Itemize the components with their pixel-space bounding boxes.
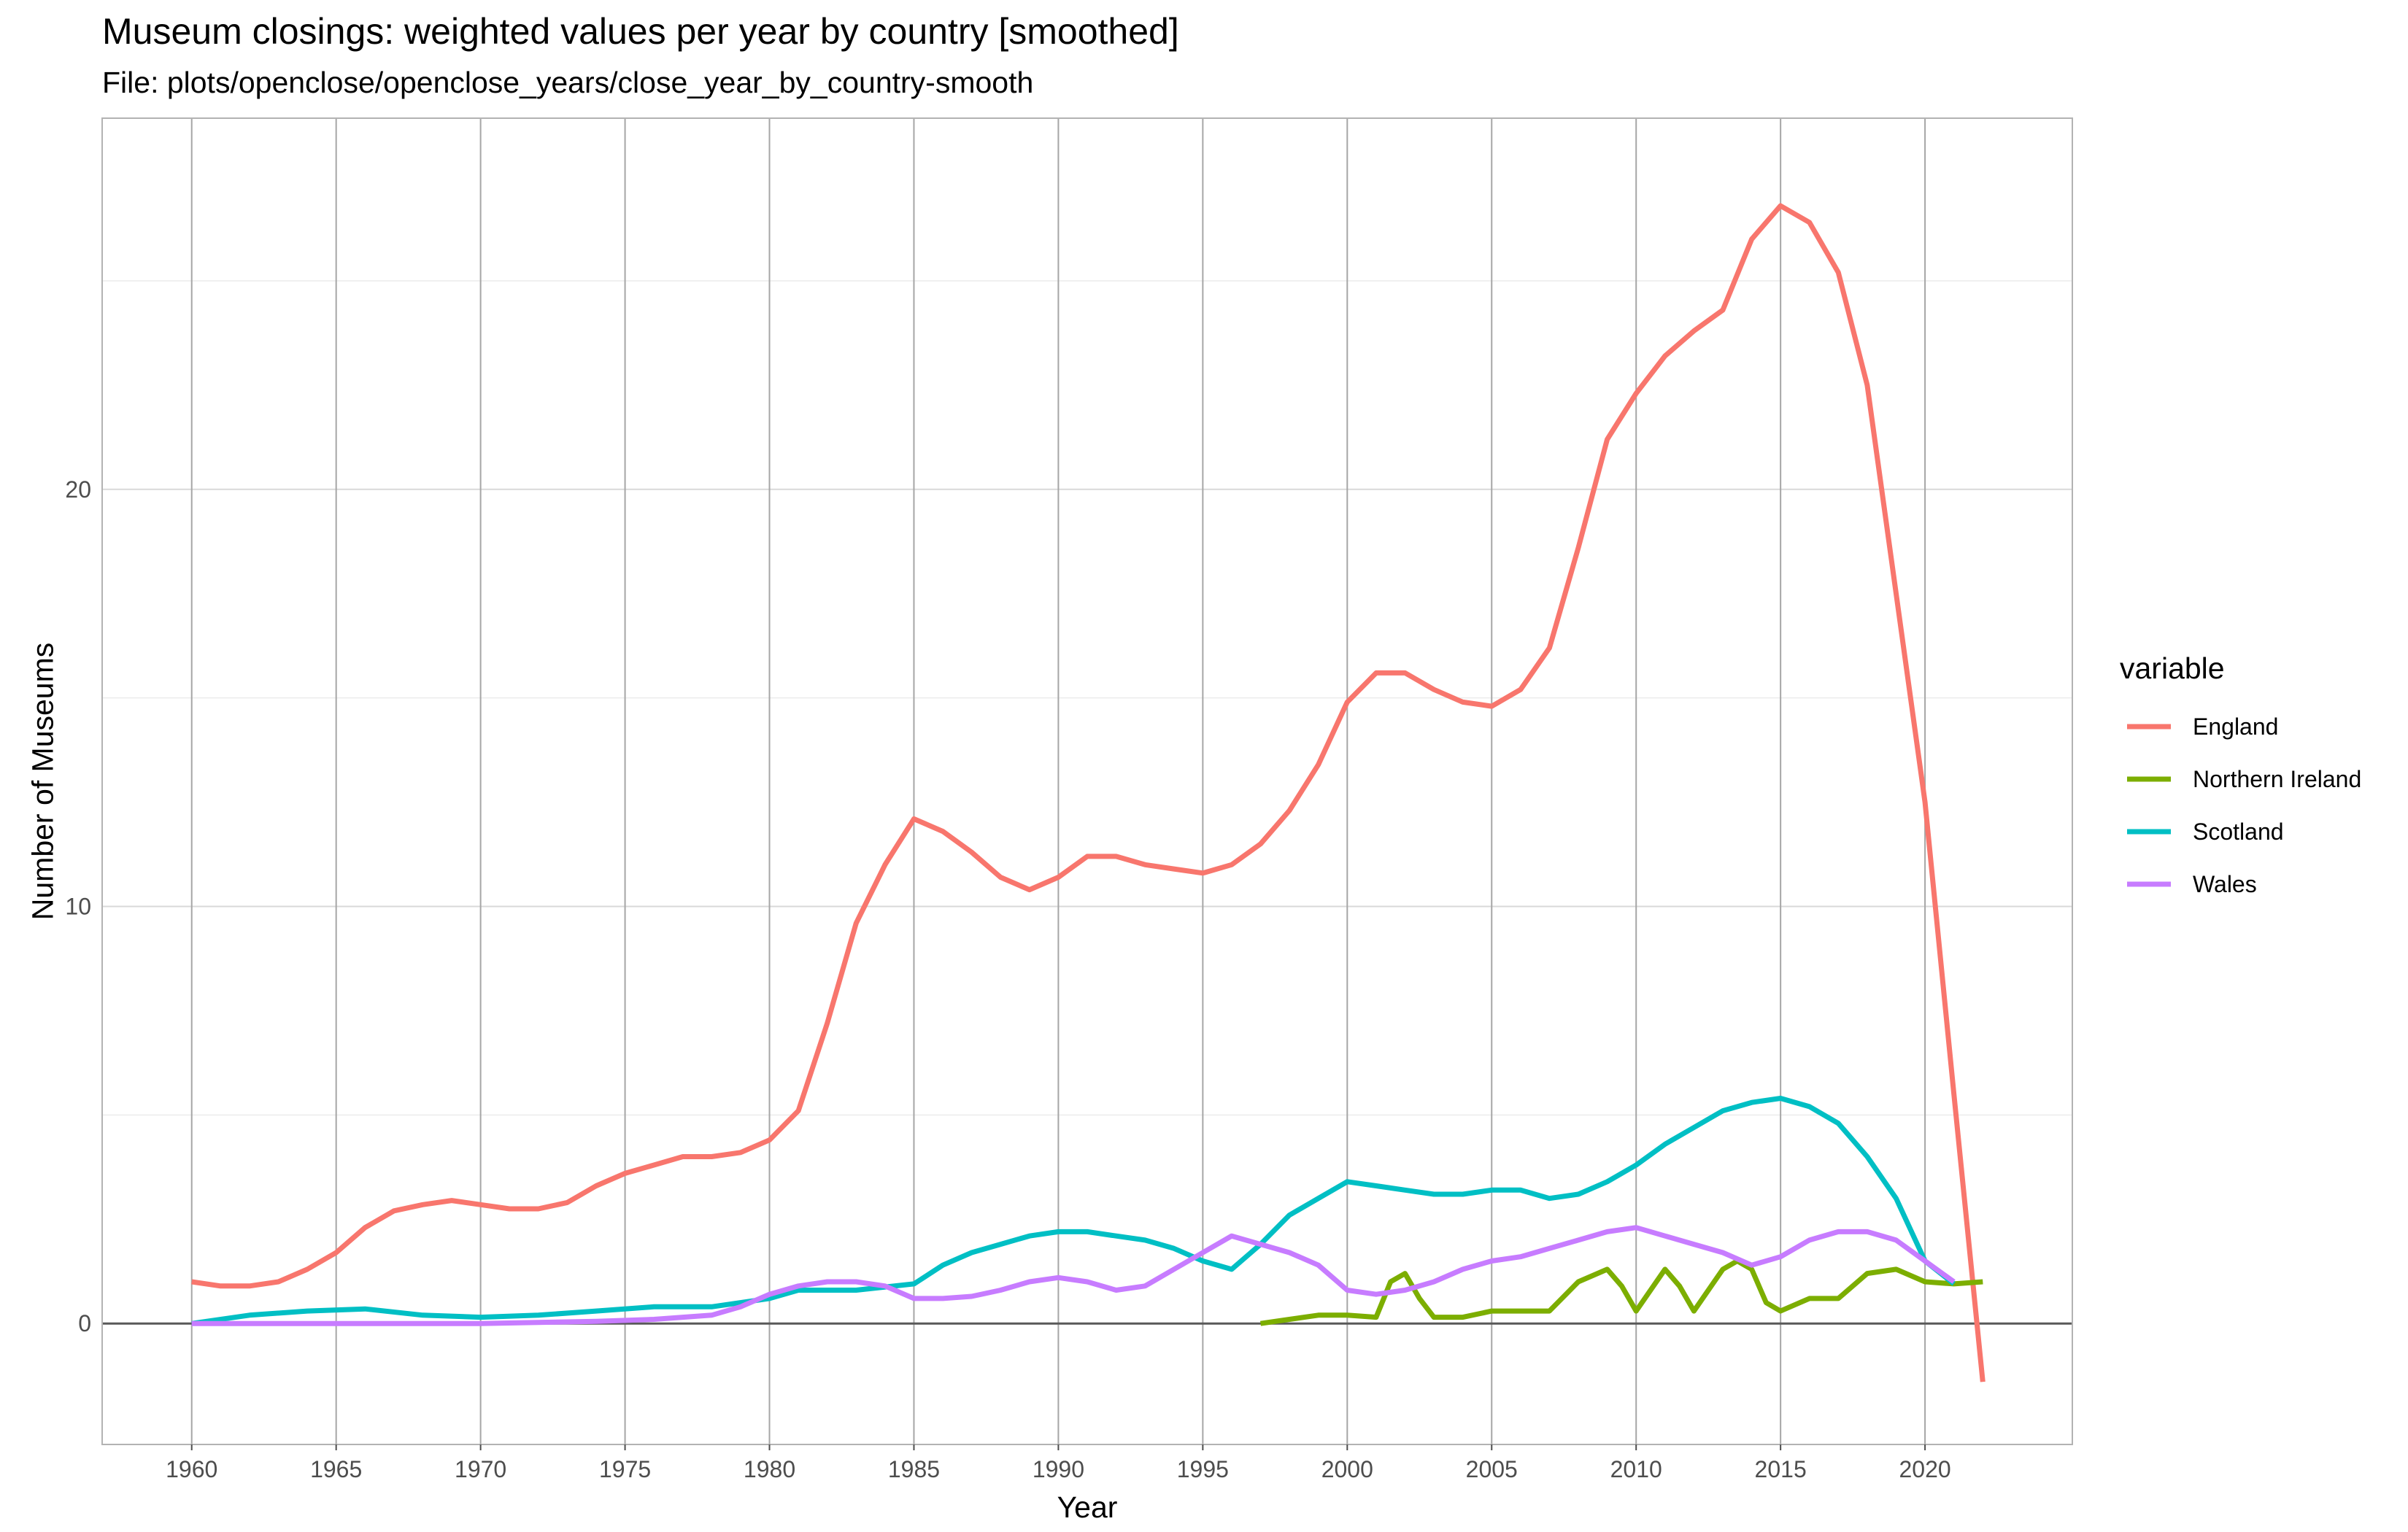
x-axis-label: Year [1057,1490,1118,1524]
x-tick-label: 2010 [1610,1456,1662,1482]
y-axis-label: Number of Museums [26,643,59,921]
legend-items: England Northern Ireland Scotland Wales [2127,713,2361,897]
y-tick-label: 10 [65,894,91,920]
x-tick-label: 1990 [1033,1456,1084,1482]
y-tick-labels: 0 10 20 [65,476,91,1336]
y-minor-gridlines [102,280,2072,1116]
y-tick-label: 20 [65,476,91,503]
legend: variable England Northern Ireland Scotland… [2120,651,2361,897]
x-tick-label: 2000 [1321,1456,1373,1482]
legend-label: Scotland [2193,819,2284,845]
chart-title: Museum closings: weighted values per yea… [102,11,1179,52]
x-tick-label: 1970 [455,1456,506,1482]
legend-label: Northern Ireland [2193,766,2361,792]
series-line-scotland [191,1096,1956,1326]
series-line-england [191,203,1986,1382]
series-line-northern-ireland [1260,1258,1983,1326]
series-line-wales [191,1225,1956,1326]
x-tick-label: 1975 [599,1456,651,1482]
y-major-gridlines [102,488,2072,1325]
x-tick-label: 2020 [1899,1456,1951,1482]
x-tick-label: 1960 [166,1456,217,1482]
x-major-gridlines [190,118,1926,1444]
y-tick-label: 0 [78,1310,91,1336]
legend-label: England [2193,713,2278,740]
legend-label: Wales [2193,871,2257,897]
x-tick-labels: 1960 1965 1970 1975 1980 1985 1990 1995 2000 2005… [166,1444,1951,1482]
plot-border [101,117,2073,1445]
x-tick-label: 1965 [310,1456,362,1482]
x-tick-label: 1995 [1177,1456,1229,1482]
x-tick-label: 1980 [744,1456,795,1482]
legend-title: variable [2120,651,2225,685]
x-tick-label: 2015 [1755,1456,1807,1482]
chart-subtitle: File: plots/openclose/openclose_years/cl… [102,66,1033,99]
x-tick-label: 1985 [888,1456,940,1482]
x-tick-label: 2005 [1466,1456,1518,1482]
series-lines [191,203,1986,1382]
